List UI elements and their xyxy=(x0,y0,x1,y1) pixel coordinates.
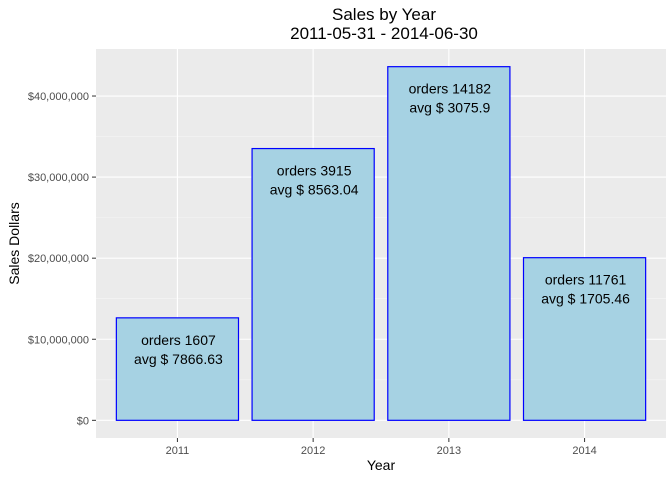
bar-label-orders: orders 11761 xyxy=(545,272,627,288)
y-tick-label: $30,000,000 xyxy=(28,172,89,184)
x-tick-label: 2011 xyxy=(166,445,190,457)
bar-2011 xyxy=(115,317,240,421)
bar-label-avg: avg $ 1705.46 xyxy=(541,291,630,307)
x-axis-title: Year xyxy=(367,457,396,473)
chart-subtitle: 2011-05-31 - 2014-06-30 xyxy=(290,24,478,43)
x-tick-label: 2013 xyxy=(437,445,461,457)
chart-title: Sales by Year xyxy=(332,5,436,24)
y-tick-label: $10,000,000 xyxy=(28,334,89,346)
y-tick-label: $20,000,000 xyxy=(28,253,89,265)
bar-2013 xyxy=(387,66,511,421)
bar-label-avg: avg $ 7866.63 xyxy=(134,351,223,367)
y-axis-title: Sales Dollars xyxy=(6,202,22,284)
y-tick-label: $40,000,000 xyxy=(28,91,89,103)
bar-label-avg: avg $ 8563.04 xyxy=(270,182,359,198)
bar-2012 xyxy=(251,147,375,421)
x-tick-label: 2012 xyxy=(301,445,325,457)
bar-label-orders: orders 3915 xyxy=(277,163,352,179)
bar-label-orders: orders 1607 xyxy=(141,332,216,348)
x-tick-label: 2014 xyxy=(572,445,596,457)
bar-label-orders: orders 14182 xyxy=(409,81,492,97)
bar-label-avg: avg $ 3075.9 xyxy=(409,100,490,116)
y-tick-label: $0 xyxy=(77,415,89,427)
bar-2014 xyxy=(522,257,647,421)
